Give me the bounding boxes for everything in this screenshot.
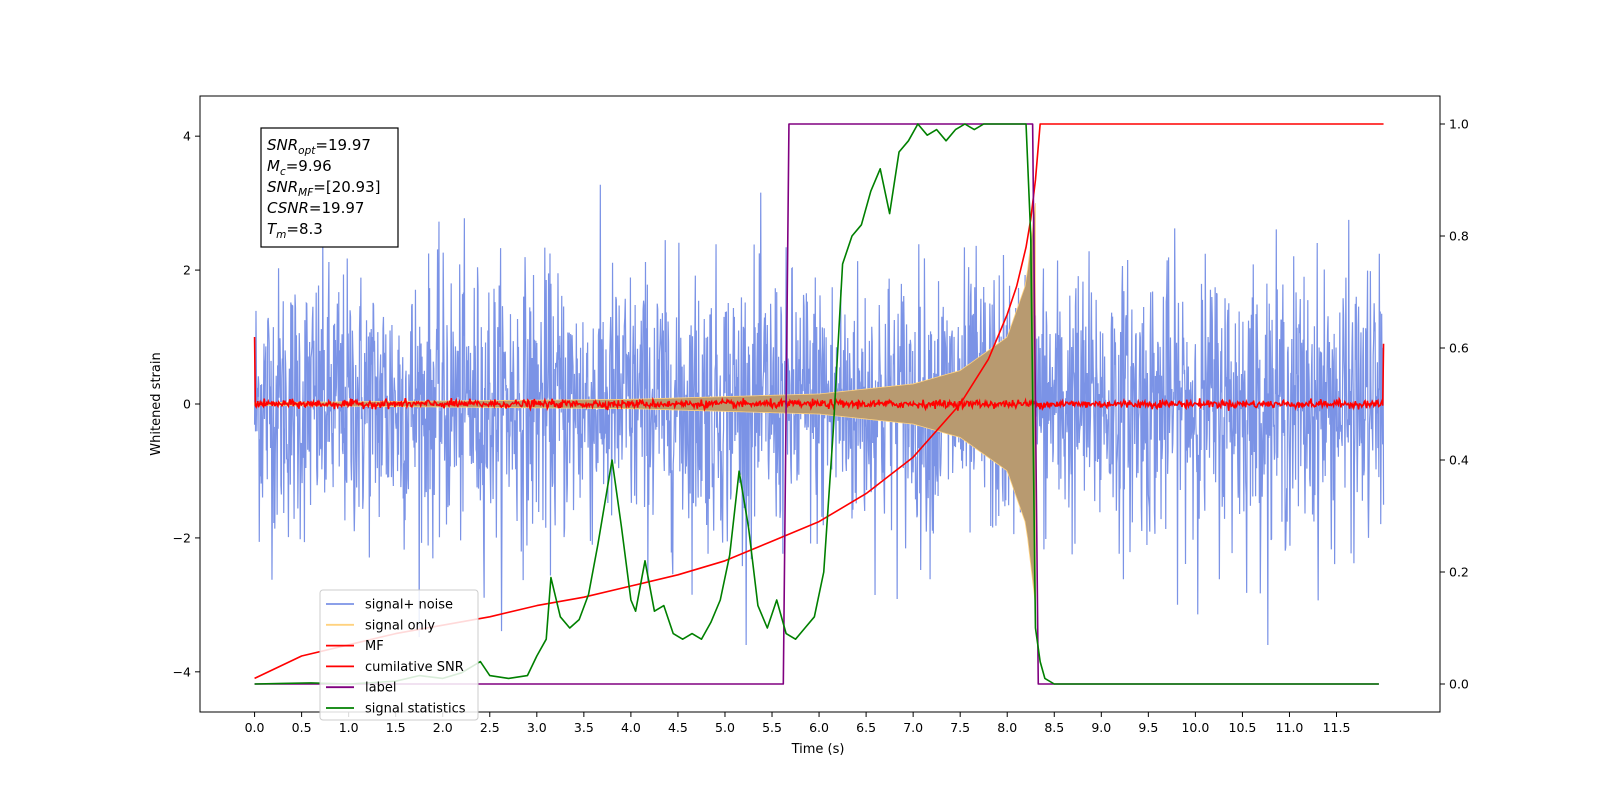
- x-tick-label: 8.0: [997, 720, 1017, 735]
- legend-label: MF: [365, 639, 384, 654]
- x-axis: 0.0 0.5 1.0 1.5 2.0 2.5 3.0 3.5 4.0 4.5 5.0 5.5 6.0 6…: [245, 712, 1351, 735]
- series-mf: [253, 337, 1385, 412]
- annotation-line: Tm=8.3: [267, 220, 323, 241]
- x-tick-label: 2.5: [480, 720, 500, 735]
- x-tick-label: 6.5: [856, 720, 876, 735]
- y2-tick-label: 0.8: [1449, 229, 1469, 244]
- y2-tick-label: 0.6: [1449, 341, 1469, 356]
- annotation-line: SNRopt=19.97: [267, 136, 371, 157]
- y-axis-left: 4 2 0 −2 −4: [173, 129, 200, 679]
- x-tick-label: 10.0: [1181, 720, 1209, 735]
- y-axis-right: 1.0 0.8 0.6 0.4 0.2 0.0: [1440, 117, 1469, 692]
- x-tick-label: 3.5: [574, 720, 594, 735]
- x-tick-label: 4.5: [668, 720, 688, 735]
- y-tick-label: −2: [173, 530, 191, 545]
- x-tick-label: 5.0: [715, 720, 735, 735]
- y-tick-label: −4: [173, 664, 191, 679]
- annotation-line: Mc=9.96: [267, 157, 332, 178]
- legend-label: signal statistics: [365, 702, 466, 717]
- y2-tick-label: 1.0: [1449, 117, 1469, 132]
- annotation-line: CSNR=19.97: [267, 199, 364, 217]
- x-tick-label: 1.0: [339, 720, 359, 735]
- y-tick-label: 0: [183, 397, 191, 412]
- x-tick-label: 4.0: [621, 720, 641, 735]
- x-tick-label: 2.0: [433, 720, 453, 735]
- series-signal-statistics: [254, 123, 1379, 685]
- legend-label: cumilative SNR: [365, 660, 464, 675]
- x-tick-label: 10.5: [1229, 720, 1257, 735]
- x-tick-label: 3.0: [527, 720, 547, 735]
- legend-label: signal only: [365, 618, 435, 633]
- y-axis-label: Whitened strain: [149, 352, 164, 455]
- x-tick-label: 0.0: [245, 720, 265, 735]
- x-tick-label: 5.5: [762, 720, 782, 735]
- x-tick-label: 9.0: [1091, 720, 1111, 735]
- x-tick-label: 7.0: [903, 720, 923, 735]
- y2-tick-label: 0.0: [1449, 677, 1469, 692]
- x-tick-label: 11.5: [1323, 720, 1351, 735]
- y-tick-label: 2: [183, 263, 191, 278]
- x-tick-label: 1.5: [386, 720, 406, 735]
- series-signal-noise: [253, 184, 1385, 646]
- x-tick-label: 6.0: [809, 720, 829, 735]
- snr-annotation-box: SNRopt=19.97Mc=9.96SNRMF=[20.93]CSNR=19.…: [260, 127, 399, 248]
- annotation-line: SNRMF=[20.93]: [267, 178, 381, 199]
- x-axis-label: Time (s): [791, 742, 845, 757]
- legend-label: signal+ noise: [365, 598, 453, 613]
- legend: signal+ noise signal only MF cumilative SNR…: [319, 589, 479, 721]
- y2-tick-label: 0.2: [1449, 565, 1469, 580]
- x-tick-label: 8.5: [1044, 720, 1064, 735]
- x-tick-label: 0.5: [292, 720, 312, 735]
- plot-area: [253, 123, 1385, 685]
- x-tick-label: 7.5: [950, 720, 970, 735]
- x-tick-label: 9.5: [1138, 720, 1158, 735]
- x-tick-label: 11.0: [1276, 720, 1304, 735]
- y2-tick-label: 0.4: [1449, 453, 1469, 468]
- legend-label: label: [365, 681, 396, 696]
- y-tick-label: 4: [183, 129, 191, 144]
